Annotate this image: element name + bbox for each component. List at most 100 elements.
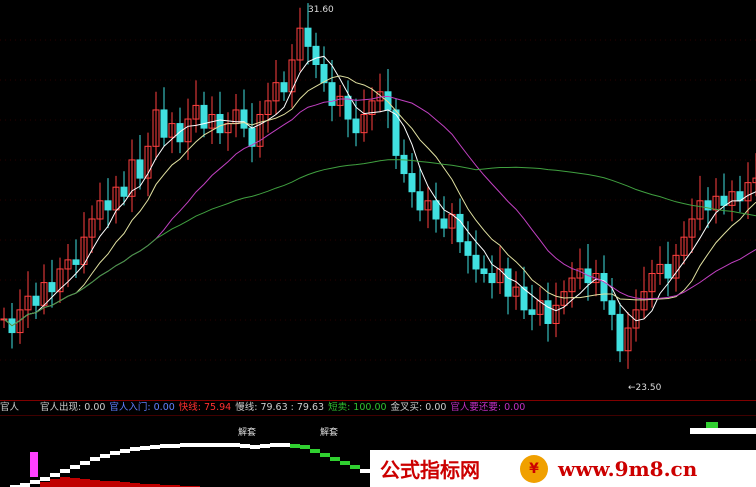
indicator-bar-red [140, 484, 150, 487]
indicator-bar-red [130, 483, 140, 487]
watermark-text: 公式指标网 [380, 458, 480, 482]
candle [400, 154, 408, 175]
candle [184, 118, 192, 143]
indicator-bar-red [50, 479, 60, 487]
indicator-bar-red [40, 482, 50, 487]
candle [344, 95, 352, 120]
indicator-step [150, 445, 160, 449]
indicator-step [280, 443, 290, 447]
watermark-logo-icon: ¥ [520, 454, 548, 483]
candle [200, 104, 208, 129]
candle [368, 100, 376, 115]
candle [568, 277, 576, 293]
candle [160, 109, 168, 138]
candle [688, 218, 696, 238]
indicator-item: 官人出现: 0.00 [40, 402, 106, 413]
indicator-step [170, 444, 180, 448]
candle [216, 113, 224, 134]
candle [64, 259, 72, 270]
indicator-step [690, 428, 756, 434]
candle [520, 286, 528, 311]
candle [128, 159, 136, 197]
candle [96, 200, 104, 220]
indicator-bar-red [110, 481, 120, 487]
indicator-step [340, 461, 350, 465]
candle [72, 259, 80, 265]
candle [24, 295, 32, 311]
candle [480, 268, 488, 275]
candle [408, 173, 416, 193]
candle [416, 191, 424, 211]
candle [320, 64, 328, 84]
candle [664, 263, 672, 279]
candle [336, 95, 344, 106]
candle [496, 268, 504, 284]
candle [672, 254, 680, 279]
indicator-bar: 官人 官人出现: 0.00 官人入门: 0.00 快线: 75.94 慢线: 79.6… [0, 400, 756, 416]
indicator-item: 慢线: 79.63 : 79.63 [235, 402, 325, 413]
candle [464, 241, 472, 256]
candle [352, 118, 360, 134]
indicator-step [220, 443, 230, 447]
indicator-step [270, 443, 280, 447]
indicator-step [160, 444, 170, 448]
candle [744, 182, 752, 202]
candle [144, 145, 152, 179]
indicator-step [360, 469, 370, 473]
indicator-bar-red [90, 480, 100, 487]
indicator-step [310, 449, 320, 453]
indicator-item: 快线: 75.94 [178, 402, 232, 413]
candle [176, 123, 184, 143]
candle [624, 327, 632, 352]
candle [112, 186, 120, 211]
candle [16, 309, 24, 334]
candle [640, 291, 648, 311]
candle [600, 273, 608, 302]
candle [392, 109, 400, 156]
indicator-step [240, 444, 250, 448]
candle [592, 273, 600, 284]
candle [136, 159, 144, 179]
candle [536, 300, 544, 315]
candle [32, 295, 40, 306]
indicator-step [100, 454, 110, 458]
indicator-marker [30, 452, 38, 477]
indicator-bar-red [150, 484, 160, 487]
candle [312, 45, 320, 66]
indicator-step [80, 461, 90, 465]
candle [544, 300, 552, 324]
indicator-step [706, 422, 718, 428]
candle [560, 291, 568, 306]
candle [104, 200, 112, 211]
candle [632, 309, 640, 329]
ma60-line [3, 159, 756, 327]
candle [728, 191, 736, 206]
indicator-step [260, 444, 270, 448]
indicator-step [130, 447, 140, 451]
candle [704, 200, 712, 211]
indicator-step [20, 483, 30, 487]
candle [304, 27, 312, 47]
candle [288, 59, 296, 93]
low-label: ←23.50 [628, 383, 662, 393]
indicator-step [50, 473, 60, 477]
indicator-step [10, 485, 20, 487]
indicator-step [40, 477, 50, 481]
candle [552, 304, 560, 324]
price-chart[interactable] [0, 0, 756, 400]
candle [280, 82, 288, 93]
candle [152, 109, 160, 147]
candle [504, 268, 512, 297]
candle [48, 282, 56, 293]
indicator-bar-red [70, 478, 80, 487]
candle [528, 309, 536, 315]
candle [192, 104, 200, 120]
indicator-step [120, 449, 130, 453]
ma5-line [3, 55, 756, 327]
indicator-bar-red [60, 477, 70, 487]
candle [608, 300, 616, 315]
indicator-item: 短卖: 100.00 [328, 402, 387, 413]
candle [272, 82, 280, 102]
candle [440, 218, 448, 229]
